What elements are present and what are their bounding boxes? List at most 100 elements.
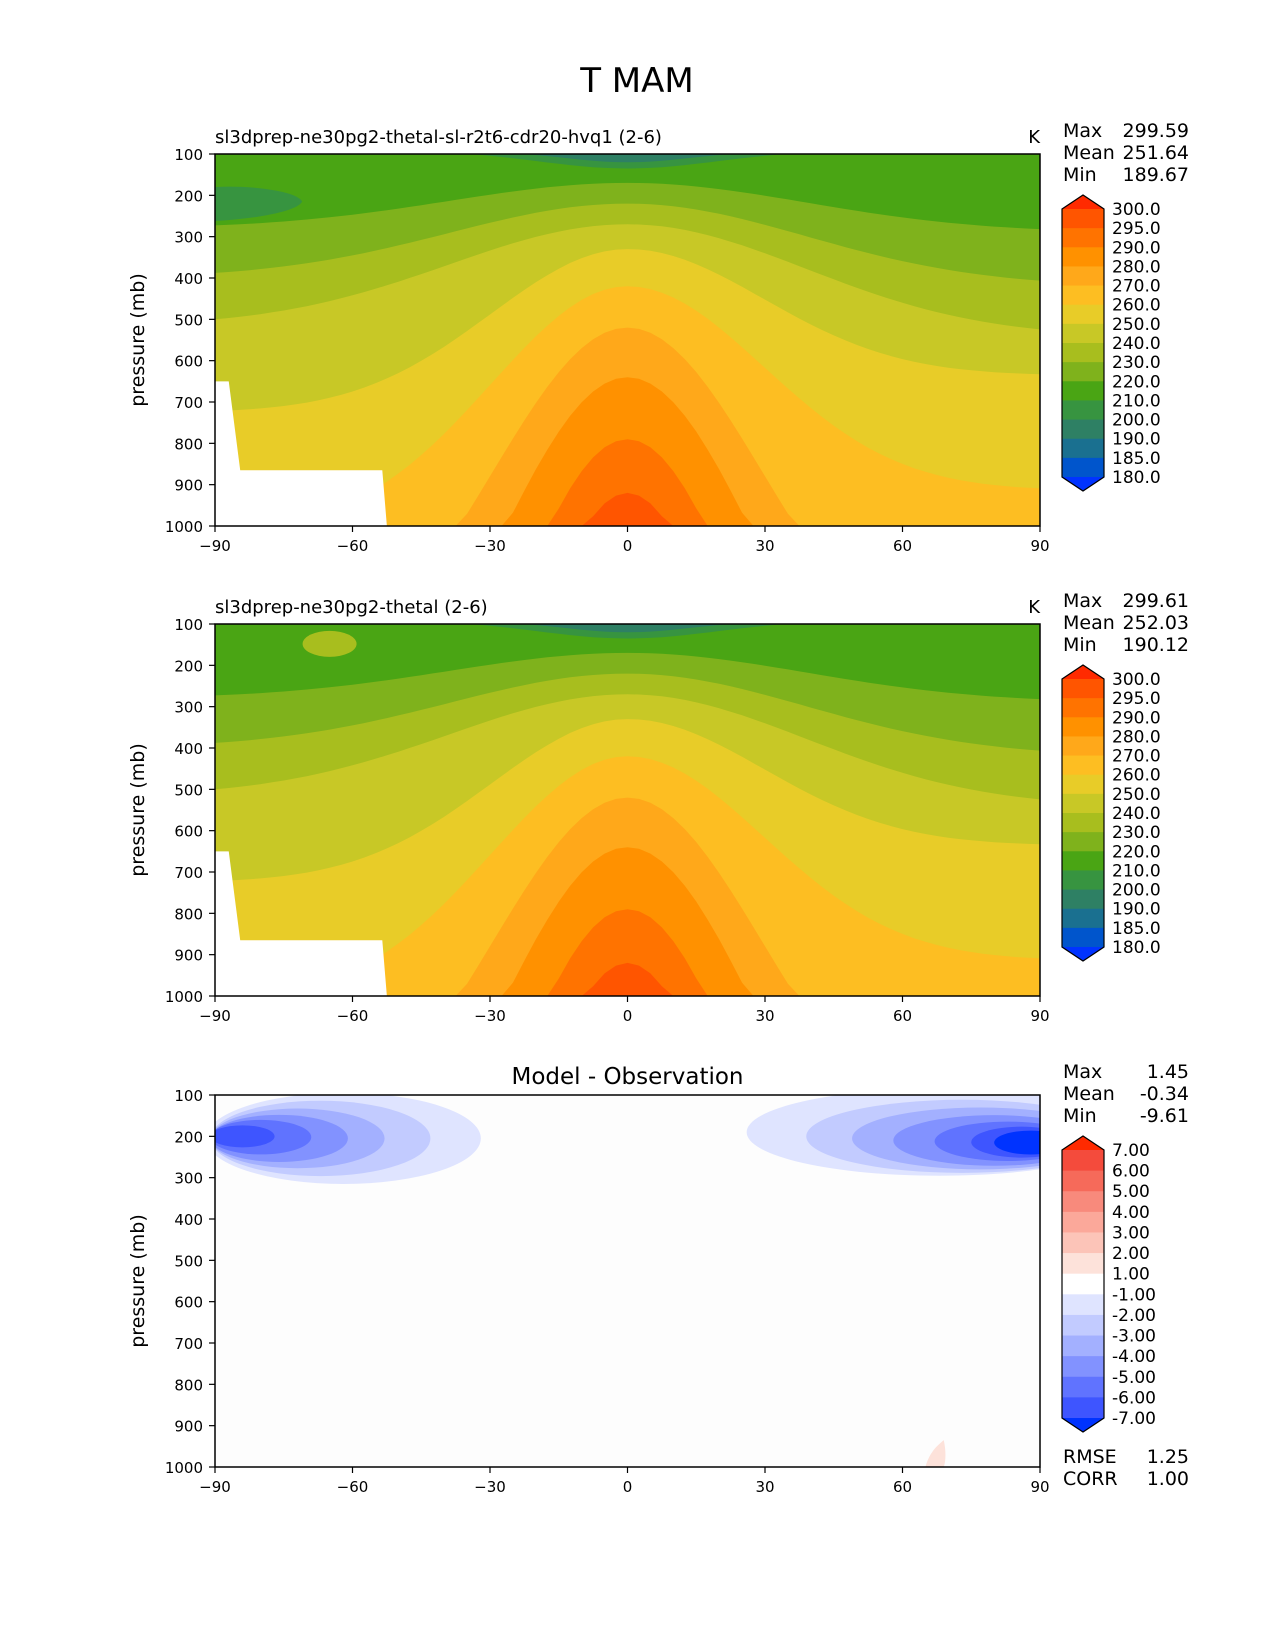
temp-band-7 (215, 439, 1040, 526)
bottom-stat-label: RMSE (1063, 1446, 1117, 1468)
x-tick-label: 60 (893, 537, 912, 555)
anomaly-north-6 (994, 1130, 1040, 1155)
y-tick-label: 100 (174, 616, 203, 634)
colorbar-label: 295.0 (1112, 689, 1161, 709)
colorbar-label: 185.0 (1112, 919, 1161, 939)
y-tick-label: 400 (174, 270, 203, 288)
colorbar-label: -1.00 (1112, 1285, 1156, 1305)
units-label: K (1028, 127, 1041, 148)
x-tick-label: 0 (623, 1478, 633, 1496)
y-axis-label: pressure (mb) (127, 273, 149, 407)
stat-value: -9.61 (1140, 1105, 1189, 1127)
stat-label: Min (1063, 1105, 1097, 1127)
colorbar-segment (1062, 889, 1104, 910)
colorbar-label: 3.00 (1112, 1223, 1150, 1243)
colorbar-label: 190.0 (1112, 430, 1161, 450)
colorbar-label: 240.0 (1112, 804, 1161, 824)
polar-blob (302, 630, 357, 657)
x-tick-label: 90 (1030, 537, 1049, 555)
panel-title: Model - Observation (511, 1064, 743, 1090)
colorbar-extend-bottom (1062, 1418, 1104, 1432)
colorbar-label: 180.0 (1112, 468, 1161, 488)
colorbar-segment (1062, 247, 1104, 267)
colorbar-label: -6.00 (1112, 1388, 1156, 1408)
topography-mask (215, 381, 387, 526)
temp-band-7 (215, 909, 1040, 996)
colorbar-segment (1062, 755, 1104, 776)
colorbar-segment (1062, 679, 1104, 699)
panel-title: sl3dprep-ne30pg2-thetal-sl-r2t6-cdr20-hv… (215, 127, 662, 148)
stat-label: Mean (1063, 612, 1115, 634)
colorbar-label: 250.0 (1112, 315, 1161, 335)
units-label: K (1028, 597, 1041, 618)
colorbar-label: 1.00 (1112, 1265, 1150, 1285)
temp-band-8 (215, 492, 1040, 526)
colorbar-extend-top (1062, 665, 1104, 679)
y-tick-label: 600 (174, 823, 203, 841)
stat-value: 189.67 (1123, 164, 1189, 186)
colorbar-label: 5.00 (1112, 1182, 1150, 1202)
x-tick-label: 30 (755, 1007, 774, 1025)
colorbar-segment (1062, 209, 1104, 229)
colorbar-label: 295.0 (1112, 219, 1161, 239)
x-tick-label: −30 (474, 537, 506, 555)
colorbar-label: 220.0 (1112, 372, 1161, 392)
stat-value: 299.61 (1123, 590, 1189, 612)
panel-2: sl3dprep-ne30pg2-thetal (2-6) K1002003004… (127, 590, 1189, 1025)
colorbar-label: 260.0 (1112, 766, 1161, 786)
colorbar-outline (1061, 1135, 1105, 1433)
colorbar-label: 250.0 (1112, 785, 1161, 805)
colorbar-label: 7.00 (1112, 1141, 1150, 1161)
colorbar-segment (1062, 1211, 1104, 1233)
temp-band-8 (215, 962, 1040, 996)
colorbar-segment (1062, 381, 1104, 401)
colorbar-segment (1062, 1335, 1104, 1357)
colorbar-label: 180.0 (1112, 938, 1161, 958)
colorbar-label: 210.0 (1112, 861, 1161, 881)
colorbar-segment (1062, 1253, 1104, 1275)
cold-core-inner (215, 624, 1040, 633)
colorbar-label: 290.0 (1112, 708, 1161, 728)
stat-label: Mean (1063, 1083, 1115, 1105)
y-tick-label: 200 (174, 1128, 203, 1146)
stat-value: 299.59 (1123, 120, 1189, 142)
contour-field (215, 1095, 1040, 1467)
x-tick-label: 30 (755, 537, 774, 555)
panels: sl3dprep-ne30pg2-thetal-sl-r2t6-cdr20-hv… (127, 120, 1189, 1496)
colorbar-segment (1062, 736, 1104, 757)
x-tick-label: 90 (1030, 1007, 1049, 1025)
colorbar: 7.006.005.004.003.002.001.00-1.00-2.00-3… (1061, 1135, 1156, 1433)
stat-value: 190.12 (1123, 634, 1189, 656)
stat-label: Min (1063, 634, 1097, 656)
y-axis-label: pressure (mb) (127, 1214, 149, 1348)
colorbar-label: 270.0 (1112, 277, 1161, 297)
y-tick-label: 400 (174, 740, 203, 758)
colorbar-segment (1062, 1356, 1104, 1378)
colorbar-extend-top (1062, 1136, 1104, 1150)
colorbar-segment (1062, 832, 1104, 852)
colorbar-segment (1062, 343, 1104, 363)
y-tick-label: 300 (174, 1170, 203, 1188)
x-tick-label: −30 (474, 1478, 506, 1496)
colorbar-label: 300.0 (1112, 200, 1161, 220)
colorbar-segment (1062, 1273, 1104, 1295)
colorbar-label: 260.0 (1112, 296, 1161, 316)
cold-core-inner (215, 154, 1040, 163)
y-tick-label: 600 (174, 1294, 203, 1312)
colorbar-label: -4.00 (1112, 1347, 1156, 1367)
bottom-stat-value: 1.00 (1147, 1468, 1189, 1490)
y-tick-label: 500 (174, 311, 203, 329)
colorbar-segment (1062, 927, 1104, 948)
colorbar-label: 230.0 (1112, 353, 1161, 373)
y-tick-label: 600 (174, 353, 203, 371)
colorbar-label: -5.00 (1112, 1368, 1156, 1388)
x-tick-label: −90 (199, 537, 231, 555)
colorbar: 300.0295.0290.0280.0270.0260.0250.0240.0… (1061, 194, 1161, 492)
colorbar-label: 190.0 (1112, 900, 1161, 920)
colorbar-segment (1062, 1294, 1104, 1316)
x-tick-label: 60 (893, 1007, 912, 1025)
colorbar-label: 200.0 (1112, 881, 1161, 901)
y-tick-label: 100 (174, 1087, 203, 1105)
colorbar-label: -3.00 (1112, 1327, 1156, 1347)
